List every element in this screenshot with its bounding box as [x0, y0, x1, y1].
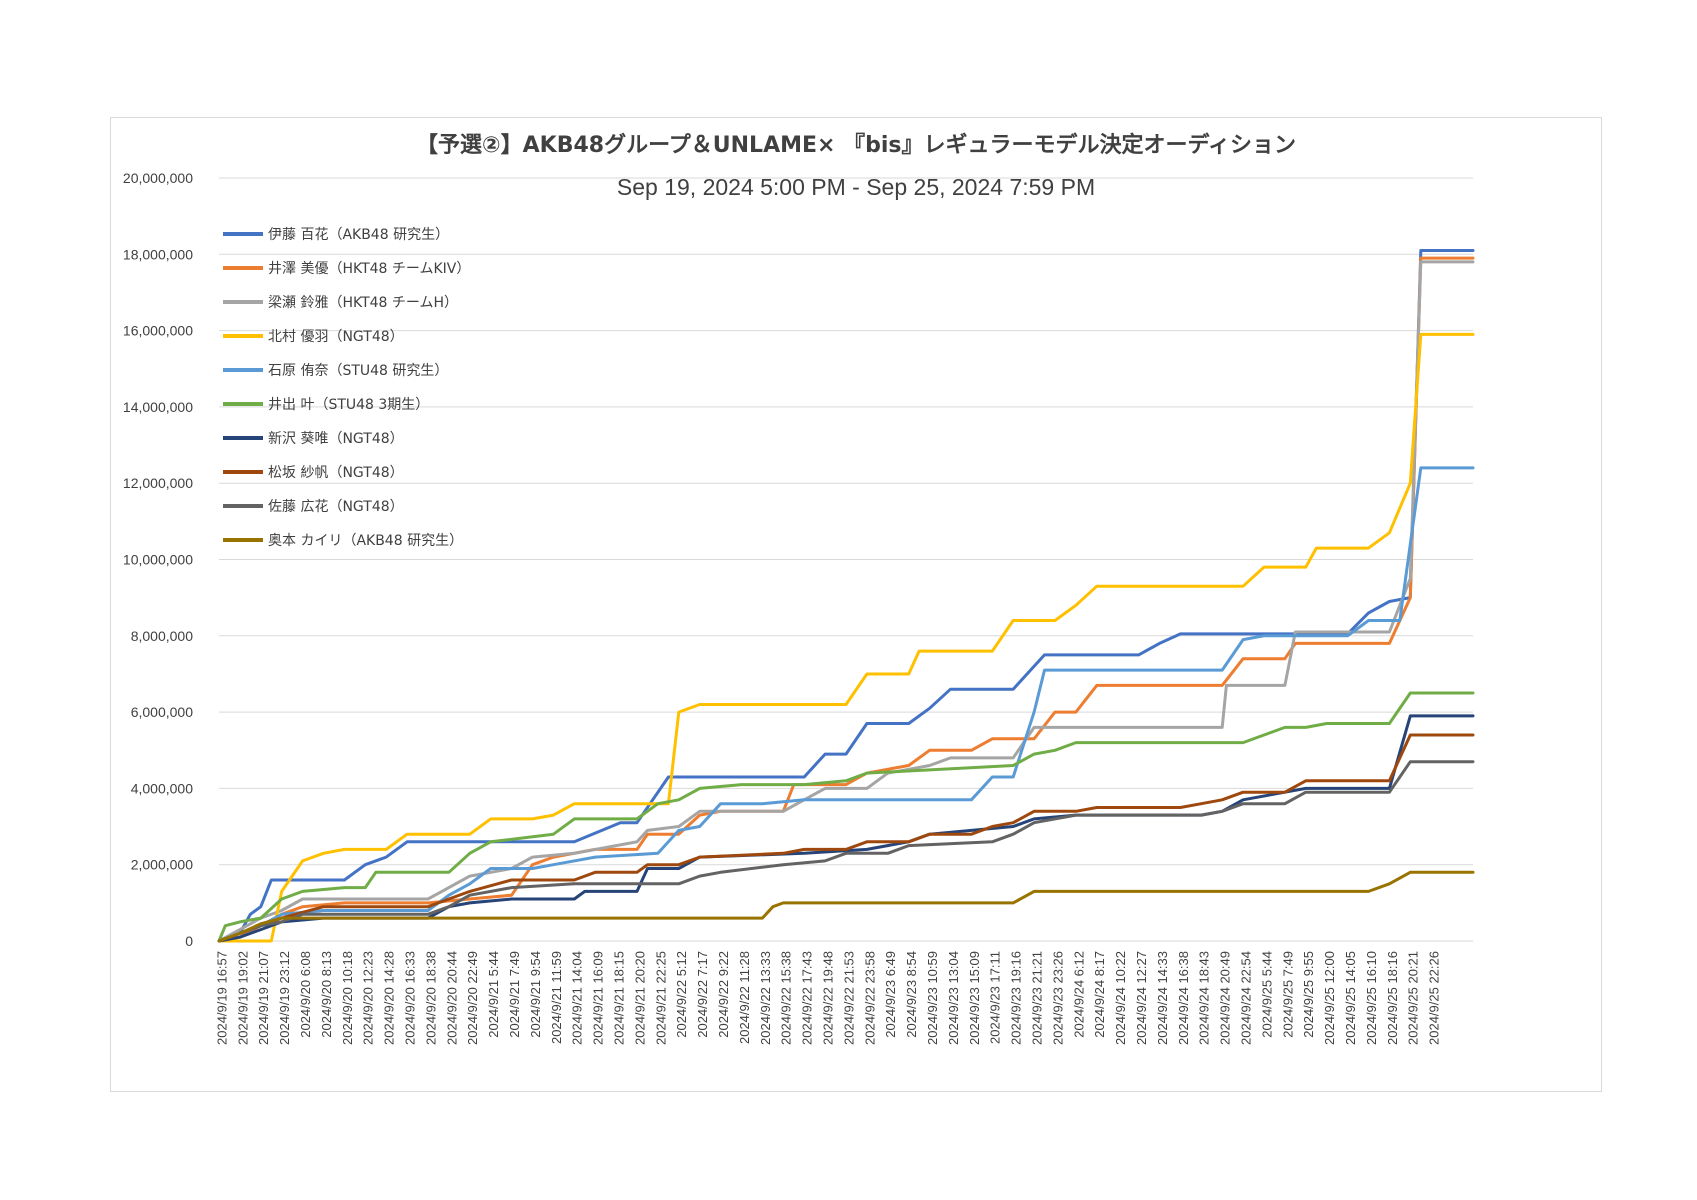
- legend-label: 奥本 カイリ（AKB48 研究生）: [268, 532, 463, 549]
- x-tick-label: 2024/9/25 7:49: [1280, 951, 1295, 1038]
- y-tick-label: 2,000,000: [131, 857, 193, 873]
- x-tick-label: 2024/9/20 12:23: [361, 951, 376, 1045]
- series-line-4: [217, 332, 1475, 943]
- x-tick-label: 2024/9/22 15:38: [779, 951, 794, 1045]
- x-tick-label: 2024/9/22 5:12: [674, 951, 689, 1038]
- y-tick-label: 20,000,000: [123, 170, 193, 186]
- x-tick-label: 2024/9/21 5:44: [486, 951, 501, 1038]
- x-axis-ticks: 2024/9/19 16:57 2024/9/19 19:02 2024/9/19 …: [214, 951, 1441, 1045]
- x-tick-label: 2024/9/22 21:53: [841, 951, 856, 1045]
- x-tick-label: 2024/9/23 6:49: [883, 951, 898, 1038]
- x-tick-label: 2024/9/19 23:12: [277, 951, 292, 1045]
- x-tick-label: 2024/9/19 21:07: [256, 951, 271, 1045]
- x-tick-label: 2024/9/23 17:11: [988, 951, 1003, 1044]
- chart-frame: 【予選②】AKB48グループ＆UNLAME× 『bis』レギュラーモデル決定オー…: [110, 117, 1602, 1092]
- x-tick-label: 2024/9/22 13:33: [758, 951, 773, 1045]
- legend-label: 梁瀬 鈴雅（HKT48 チームH）: [268, 295, 458, 311]
- x-tick-label: 2024/9/20 22:49: [465, 951, 480, 1045]
- x-tick-label: 2024/9/24 12:27: [1134, 951, 1149, 1045]
- x-tick-label: 2024/9/25 12:00: [1322, 951, 1337, 1045]
- legend-label: 井澤 美優（HKT48 チームKIV）: [268, 261, 470, 277]
- x-tick-label: 2024/9/24 16:38: [1176, 951, 1191, 1045]
- series-lines: [217, 249, 1475, 943]
- x-tick-label: 2024/9/20 6:08: [298, 951, 313, 1038]
- y-tick-label: 0: [185, 933, 193, 949]
- y-tick-label: 18,000,000: [123, 246, 193, 262]
- x-tick-label: 2024/9/25 9:55: [1301, 951, 1316, 1038]
- x-tick-label: 2024/9/25 18:16: [1385, 951, 1400, 1045]
- x-tick-label: 2024/9/24 6:12: [1071, 951, 1086, 1038]
- gridlines: [219, 177, 1473, 942]
- x-tick-label: 2024/9/21 11:59: [549, 951, 564, 1044]
- y-axis-ticks: 0 2,000,000 4,000,000 6,000,000 8,000,000 10,…: [123, 170, 193, 949]
- line-chart: 【予選②】AKB48グループ＆UNLAME× 『bis』レギュラーモデル決定オー…: [123, 132, 1475, 1045]
- chart-title: 【予選②】AKB48グループ＆UNLAME× 『bis』レギュラーモデル決定オー…: [416, 132, 1296, 158]
- x-tick-label: 2024/9/25 20:21: [1406, 951, 1421, 1045]
- legend-label: 北村 優羽（NGT48）: [268, 329, 404, 345]
- x-tick-label: 2024/9/24 18:43: [1197, 951, 1212, 1045]
- y-tick-label: 16,000,000: [123, 323, 193, 339]
- x-tick-label: 2024/9/22 11:28: [737, 951, 752, 1044]
- x-tick-label: 2024/9/21 18:15: [612, 951, 627, 1045]
- legend-label: 伊藤 百花（AKB48 研究生）: [268, 227, 449, 243]
- x-tick-label: 2024/9/21 16:09: [591, 951, 606, 1045]
- x-tick-label: 2024/9/24 14:33: [1155, 951, 1170, 1045]
- x-tick-label: 2024/9/20 14:28: [382, 951, 397, 1045]
- x-tick-label: 2024/9/21 7:49: [507, 951, 522, 1038]
- x-tick-label: 2024/9/19 19:02: [235, 951, 250, 1045]
- x-tick-label: 2024/9/20 16:33: [403, 951, 418, 1045]
- series-line-8: [217, 733, 1475, 943]
- y-tick-label: 6,000,000: [131, 704, 193, 720]
- legend-label: 井出 叶（STU48 3期生）: [268, 397, 429, 413]
- x-tick-label: 2024/9/23 23:26: [1050, 951, 1065, 1045]
- x-tick-label: 2024/9/22 7:17: [695, 951, 710, 1038]
- legend-label: 新沢 葵唯（NGT48）: [268, 431, 404, 447]
- series-line-9: [217, 760, 1475, 943]
- x-tick-label: 2024/9/20 10:18: [340, 951, 355, 1045]
- x-tick-label: 2024/9/23 10:59: [925, 951, 940, 1045]
- legend: 伊藤 百花（AKB48 研究生） 井澤 美優（HKT48 チームKIV） 梁瀬 鈴雅…: [223, 227, 470, 549]
- x-tick-label: 2024/9/23 21:21: [1030, 951, 1045, 1045]
- x-tick-label: 2024/9/22 19:48: [821, 951, 836, 1045]
- x-tick-label: 2024/9/20 8:13: [319, 951, 334, 1038]
- x-tick-label: 2024/9/23 13:04: [946, 951, 961, 1045]
- series-line-1: [217, 249, 1475, 943]
- y-tick-label: 10,000,000: [123, 552, 193, 568]
- x-tick-label: 2024/9/24 22:54: [1239, 951, 1254, 1045]
- legend-label: 佐藤 広花（NGT48）: [268, 499, 404, 515]
- x-tick-label: 2024/9/20 20:44: [444, 951, 459, 1045]
- x-tick-label: 2024/9/23 19:16: [1009, 951, 1024, 1045]
- y-tick-label: 14,000,000: [123, 399, 193, 415]
- x-tick-label: 2024/9/25 14:05: [1343, 951, 1358, 1045]
- x-tick-label: 2024/9/22 9:22: [716, 951, 731, 1038]
- series-line-2: [217, 256, 1475, 943]
- x-tick-label: 2024/9/22 23:58: [862, 951, 877, 1045]
- x-tick-label: 2024/9/20 18:38: [423, 951, 438, 1045]
- series-line-3: [217, 260, 1475, 943]
- x-tick-label: 2024/9/24 20:49: [1218, 951, 1233, 1045]
- x-tick-label: 2024/9/25 16:10: [1364, 951, 1379, 1045]
- x-tick-label: 2024/9/21 9:54: [528, 951, 543, 1038]
- y-tick-label: 8,000,000: [131, 628, 193, 644]
- legend-label: 松坂 紗帆（NGT48）: [268, 465, 404, 481]
- x-tick-label: 2024/9/21 22:25: [653, 951, 668, 1045]
- legend-label: 石原 侑奈（STU48 研究生）: [268, 363, 448, 379]
- x-tick-label: 2024/9/24 8:17: [1092, 951, 1107, 1038]
- x-tick-label: 2024/9/21 20:20: [632, 951, 647, 1045]
- x-tick-label: 2024/9/23 8:54: [904, 951, 919, 1038]
- x-tick-label: 2024/9/21 14:04: [570, 951, 585, 1045]
- x-tick-label: 2024/9/22 17:43: [800, 951, 815, 1045]
- x-tick-label: 2024/9/23 15:09: [967, 951, 982, 1045]
- x-tick-label: 2024/9/25 5:44: [1259, 951, 1274, 1038]
- series-line-10: [217, 870, 1475, 943]
- y-tick-label: 12,000,000: [123, 475, 193, 491]
- x-tick-label: 2024/9/24 10:22: [1113, 951, 1128, 1045]
- series-line-5: [217, 466, 1475, 943]
- y-tick-label: 4,000,000: [131, 780, 193, 796]
- series-line-6: [217, 691, 1475, 943]
- x-tick-label: 2024/9/25 22:26: [1427, 951, 1442, 1045]
- x-tick-label: 2024/9/19 16:57: [214, 951, 229, 1045]
